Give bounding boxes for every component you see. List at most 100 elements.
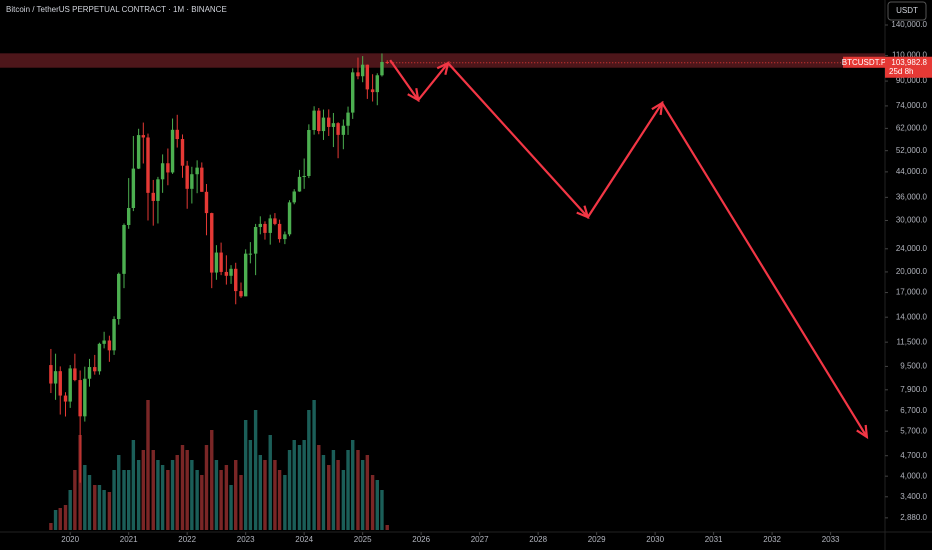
volume-bar <box>263 460 267 530</box>
volume-bar <box>141 450 146 530</box>
volume-bar <box>380 490 384 530</box>
candle-body <box>268 218 272 233</box>
volume-bar <box>185 450 189 530</box>
volume-bar <box>200 475 204 530</box>
volume-bar <box>385 525 389 530</box>
candle-body <box>160 163 165 180</box>
y-tick-label: 44,000.0 <box>896 167 928 176</box>
candle-body <box>287 202 292 235</box>
x-tick-label: 2028 <box>529 535 547 544</box>
resistance-zone <box>0 53 885 68</box>
candle-body <box>331 123 336 127</box>
candle-body <box>136 135 141 169</box>
x-tick-label: 2025 <box>354 535 372 544</box>
volume-bar <box>375 480 379 530</box>
plot <box>0 53 885 530</box>
y-tick-label: 62,000.0 <box>896 123 928 132</box>
candle-body <box>365 64 370 90</box>
last-price-box <box>885 56 932 78</box>
volume-bar <box>146 400 150 530</box>
candle-body <box>277 223 282 240</box>
candle-body <box>229 268 233 276</box>
y-tick-label: 6,700.0 <box>900 406 927 415</box>
volume-bar <box>321 455 326 530</box>
candle-body <box>283 234 287 240</box>
candle-body <box>321 117 326 132</box>
y-tick-label: 5,700.0 <box>900 426 927 435</box>
currency-button-label[interactable]: USDT <box>896 6 918 15</box>
candle-body <box>214 252 219 273</box>
candle-body <box>351 72 355 113</box>
volume-bar <box>224 465 229 530</box>
volume-bar <box>336 460 340 530</box>
volume-bar <box>160 465 165 530</box>
candle-body <box>239 291 243 297</box>
candle-body <box>370 89 375 93</box>
x-tick-label: 2033 <box>822 535 840 544</box>
candle-body <box>360 64 365 77</box>
candle-body <box>68 368 72 402</box>
volume-bar <box>312 400 316 530</box>
volume-bar <box>273 460 277 530</box>
volume-bar <box>287 450 292 530</box>
y-tick-label: 24,000.0 <box>896 244 928 253</box>
y-tick-label: 90,000.0 <box>896 76 928 85</box>
volume-bar <box>258 455 263 530</box>
y-tick-label: 4,700.0 <box>900 451 927 460</box>
volume-bar <box>117 455 121 530</box>
candle-body <box>341 125 346 135</box>
candle-body <box>141 135 146 138</box>
candle-body <box>195 167 199 175</box>
candle-body <box>83 378 87 417</box>
y-tick-label: 11,500.0 <box>896 337 927 346</box>
volume-bar <box>107 492 112 530</box>
arrow-head <box>407 88 420 103</box>
candle-body <box>204 191 209 214</box>
volume-bar <box>360 460 365 530</box>
volume-bar <box>234 460 238 530</box>
candle-body <box>126 208 131 226</box>
volume-bar <box>351 440 355 530</box>
candle-body <box>58 371 62 396</box>
y-tick-label: 2,880.0 <box>900 513 927 522</box>
volume-bar <box>83 465 87 530</box>
y-tick-label: 17,000.0 <box>896 288 928 297</box>
volume-bar <box>248 440 253 530</box>
y-tick-label: 4,000.0 <box>900 471 927 480</box>
x-tick-label: 2021 <box>120 535 138 544</box>
currency-button[interactable] <box>887 1 927 21</box>
volume-bar <box>204 445 209 530</box>
candle-body <box>273 218 277 224</box>
x-tick-label: 2032 <box>763 535 781 544</box>
candle-body <box>166 163 170 173</box>
candle-body <box>87 367 92 379</box>
candle-body <box>93 367 97 372</box>
volume-bar <box>136 460 141 530</box>
y-tick-label: 30,000.0 <box>896 216 928 225</box>
candle-body <box>185 165 189 189</box>
volume-bar <box>302 440 306 530</box>
x-tick-label: 2029 <box>588 535 606 544</box>
candle-body <box>307 130 311 176</box>
volume-bar <box>166 470 170 530</box>
y-tick-label: 110,000.0 <box>892 51 928 60</box>
volume-bar <box>327 465 331 530</box>
arrow-head <box>651 100 664 116</box>
y-tick-label: 20,000.0 <box>896 267 928 276</box>
projection-path <box>389 59 868 438</box>
candle-body <box>258 223 263 227</box>
candle-body <box>146 137 150 193</box>
candle-body <box>97 343 102 372</box>
arrow-head <box>576 205 590 220</box>
volume-bar <box>210 430 214 530</box>
volume-bar <box>268 435 272 530</box>
candle-body <box>156 179 160 201</box>
candle-body <box>170 129 175 173</box>
candle-body <box>112 319 116 351</box>
candle-body <box>346 112 350 126</box>
candle-body <box>327 117 331 127</box>
volume-bar <box>356 450 360 530</box>
x-tick-label: 2024 <box>295 535 313 544</box>
volume-bar <box>297 445 302 530</box>
